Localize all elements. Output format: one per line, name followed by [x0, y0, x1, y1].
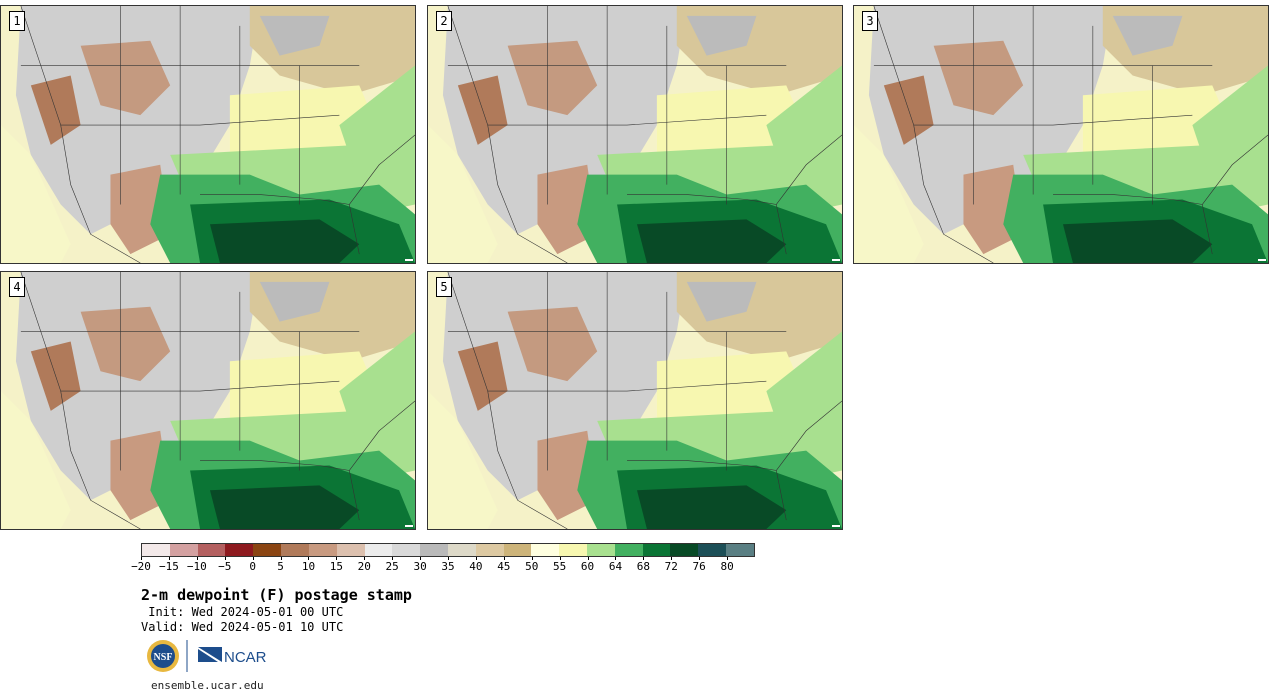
colorbar-swatch — [698, 544, 727, 556]
colorbar-swatch — [503, 544, 532, 556]
colorbar-tick-label: 25 — [385, 560, 399, 573]
colorbar-swatch — [726, 544, 754, 556]
ncar-text: NCAR — [224, 649, 267, 666]
colorbar-tick-label: 80 — [720, 560, 734, 573]
colorbar-tick — [587, 557, 589, 560]
colorbar-tick — [531, 557, 533, 560]
colorbar-swatch — [531, 544, 560, 556]
colorbar-swatch — [336, 544, 365, 556]
colorbar-swatch — [614, 544, 643, 556]
colorbar-tick-label: 50 — [525, 560, 539, 573]
map-panel-3: 3 — [853, 5, 1269, 264]
colorbar-tick — [671, 557, 673, 560]
map-panel-5: 5 — [427, 271, 843, 530]
colorbar-tick — [699, 557, 701, 560]
colorbar-tick-label: 30 — [413, 560, 427, 573]
colorbar-tick-label: 5 — [277, 560, 284, 573]
colorbar-tick-label: 40 — [469, 560, 483, 573]
colorbar-tick — [559, 557, 561, 560]
colorbar-tick-label: 72 — [664, 560, 678, 573]
colorbar-tick — [364, 557, 366, 560]
colorbar-tick-label: 35 — [441, 560, 455, 573]
colorbar-tick-label: 64 — [608, 560, 623, 573]
colorbar-swatch — [392, 544, 421, 556]
colorbar-swatch — [281, 544, 309, 556]
panel-number: 5 — [436, 277, 452, 297]
colorbar-tick-label: −5 — [218, 560, 232, 573]
nsf-text: NSF — [154, 652, 173, 663]
colorbar-swatch — [197, 544, 226, 556]
colorbar-tick-label: −15 — [158, 560, 179, 573]
colorbar-tick — [168, 557, 170, 560]
colorbar-tick — [392, 557, 394, 560]
colorbar-tick — [252, 557, 254, 560]
colorbar-tick-label: 68 — [636, 560, 650, 573]
colorbar-swatch — [559, 544, 587, 556]
colorbar-tick-label: 55 — [553, 560, 567, 573]
colorbar-swatch — [253, 544, 282, 556]
colorbar-tick — [420, 557, 422, 560]
ncar-logo: NCAR — [198, 647, 267, 666]
colorbar-tick-labels: −20 −15 −10 −5 0 5 10 15 20 25 30 35 40 45 50 55 60 64 68 7… — [131, 557, 755, 576]
page-title: 2-m dewpoint (F) postage stamp — [141, 586, 412, 604]
colorbar-swatch — [169, 544, 198, 556]
colorbar-swatch — [670, 544, 699, 556]
dewpoint-map — [428, 6, 842, 263]
colorbar — [141, 543, 755, 557]
colorbar-tick-label: 0 — [249, 560, 256, 573]
colorbar-swatch — [308, 544, 337, 556]
colorbar-swatch — [447, 544, 476, 556]
valid-time: Valid: Wed 2024-05-01 10 UTC — [141, 620, 344, 634]
nsf-logo: NSF — [147, 640, 179, 672]
colorbar-tick-label: 76 — [692, 560, 706, 573]
colorbar-tick — [196, 557, 198, 560]
panel-number: 2 — [436, 11, 452, 31]
colorbar-swatch — [642, 544, 671, 556]
colorbar-tick — [224, 557, 226, 560]
colorbar-tick — [448, 557, 449, 560]
colorbar-tick-label: 45 — [497, 560, 511, 573]
colorbar-tick — [475, 557, 477, 560]
site-url: ensemble.ucar.edu — [151, 679, 264, 692]
colorbar-tick-label: 20 — [357, 560, 371, 573]
map-panel-4: 4 — [0, 271, 416, 530]
colorbar-tick — [727, 557, 729, 560]
colorbar-tick — [141, 557, 142, 560]
colorbar-tick — [643, 557, 645, 560]
colorbar-tick — [308, 557, 310, 560]
colorbar-swatch — [142, 544, 170, 556]
colorbar-tick-label: −10 — [186, 560, 207, 573]
colorbar-tick — [336, 557, 338, 560]
colorbar-tick — [280, 557, 282, 560]
colorbar-tick-label: 60 — [580, 560, 595, 573]
map-panel-2: 2 — [427, 5, 843, 264]
dewpoint-map — [428, 272, 842, 529]
panel-number: 3 — [862, 11, 878, 31]
init-time: Init: Wed 2024-05-01 00 UTC — [141, 605, 344, 619]
colorbar-swatch — [475, 544, 504, 556]
dewpoint-map — [854, 6, 1268, 263]
panel-number: 4 — [9, 277, 25, 297]
colorbar-tick — [615, 557, 617, 560]
colorbar-tick-label: 10 — [301, 560, 316, 573]
colorbar-swatch — [225, 544, 254, 556]
colorbar-swatch — [364, 544, 393, 556]
colorbar-tick — [503, 557, 505, 560]
colorbar-tick-label: 15 — [329, 560, 343, 573]
colorbar-swatch — [420, 544, 448, 556]
colorbar-swatch — [587, 544, 615, 556]
colorbar-tick-label: −20 — [131, 560, 151, 573]
logos: NSF NCAR — [146, 638, 276, 676]
dewpoint-map — [1, 6, 415, 263]
dewpoint-map — [1, 272, 415, 529]
map-panel-1: 1 — [0, 5, 416, 264]
panel-number: 1 — [9, 11, 25, 31]
